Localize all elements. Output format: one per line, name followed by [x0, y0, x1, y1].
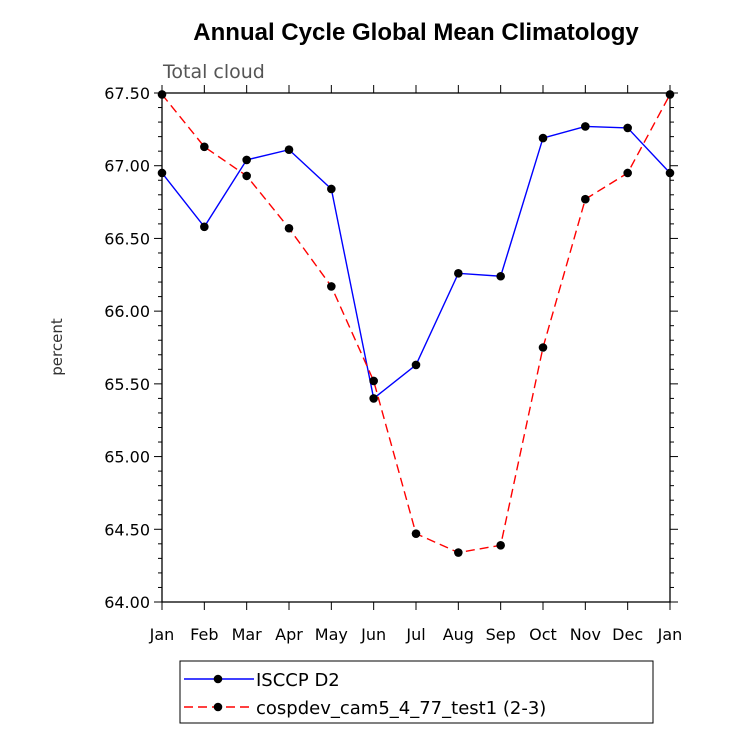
x-tick-label: Jan: [149, 625, 175, 644]
x-tick-label: May: [315, 625, 348, 644]
y-tick-label: 67.50: [104, 84, 150, 103]
series-1-point: [157, 168, 167, 178]
x-tick-label: Apr: [275, 625, 303, 644]
series-1-point: [411, 360, 421, 370]
legend-label-1: ISCCP D2: [256, 670, 340, 691]
series-1-point: [538, 133, 548, 143]
x-tick-label: Jul: [405, 625, 425, 644]
series-1-point: [454, 269, 463, 278]
series-2-point: [665, 90, 675, 99]
y-tick-label: 64.00: [104, 593, 150, 612]
legend-label-2: cospdev_cam5_4_77_test1 (2-3): [256, 698, 546, 719]
series-2-point: [581, 194, 590, 204]
series-2-point: [496, 540, 505, 550]
x-tick-label: Nov: [570, 625, 601, 644]
series-2-point: [623, 168, 632, 178]
x-tick-label: Feb: [190, 625, 218, 644]
x-tick-label: Aug: [443, 625, 474, 644]
y-tick-label: 65.50: [104, 375, 150, 394]
series-1-point: [284, 145, 294, 155]
series-1-point: [496, 271, 505, 281]
series-1-point: [623, 123, 632, 133]
y-tick-label: 66.50: [104, 229, 150, 248]
legend-marker-1: [213, 674, 223, 684]
legend-marker-2: [213, 702, 223, 712]
series-1-point: [369, 394, 378, 403]
plot-frame: [161, 92, 671, 603]
legend: ISCCP D2 cospdev_cam5_4_77_test1 (2-3): [179, 660, 654, 724]
series-2-point: [242, 171, 251, 181]
y-tick-label: 64.50: [104, 520, 150, 539]
x-tick-label: Oct: [529, 625, 557, 644]
series-2-point: [157, 90, 167, 99]
series-2-point: [369, 376, 378, 386]
y-tick-label: 67.00: [104, 157, 150, 176]
series-line-1: [161, 125, 671, 400]
legend-box: [179, 660, 654, 724]
axes: 64.00 64.50 65.00 65.50 66.00 66.50 67.00 67.50…: [104, 84, 682, 644]
series-2-point: [200, 142, 209, 152]
series-layer: [157, 90, 675, 557]
y-tick-label: 65.00: [104, 448, 150, 467]
y-axis-label: percent: [48, 318, 66, 376]
series-2-point: [538, 343, 548, 352]
x-tick-label: Sep: [486, 625, 516, 644]
x-tick-label: Jun: [360, 625, 386, 644]
x-tick-label: Mar: [232, 625, 263, 644]
chart-subtitle: Total cloud: [162, 61, 265, 83]
series-1-point: [581, 122, 590, 131]
series-2-point: [454, 548, 463, 557]
series-1-point: [242, 155, 251, 165]
x-tick-label: Jan: [657, 625, 683, 644]
x-tick-label: Dec: [612, 625, 643, 644]
series-line-2: [161, 94, 671, 554]
series-1-point: [665, 168, 675, 178]
series-1-point: [327, 184, 336, 194]
y-tick-label: 66.00: [104, 302, 150, 321]
series-2-point: [327, 282, 336, 291]
series-2-point: [284, 223, 294, 233]
chart-title: Annual Cycle Global Mean Climatology: [193, 19, 639, 46]
series-2-point: [411, 529, 421, 538]
series-1-point: [200, 222, 209, 232]
